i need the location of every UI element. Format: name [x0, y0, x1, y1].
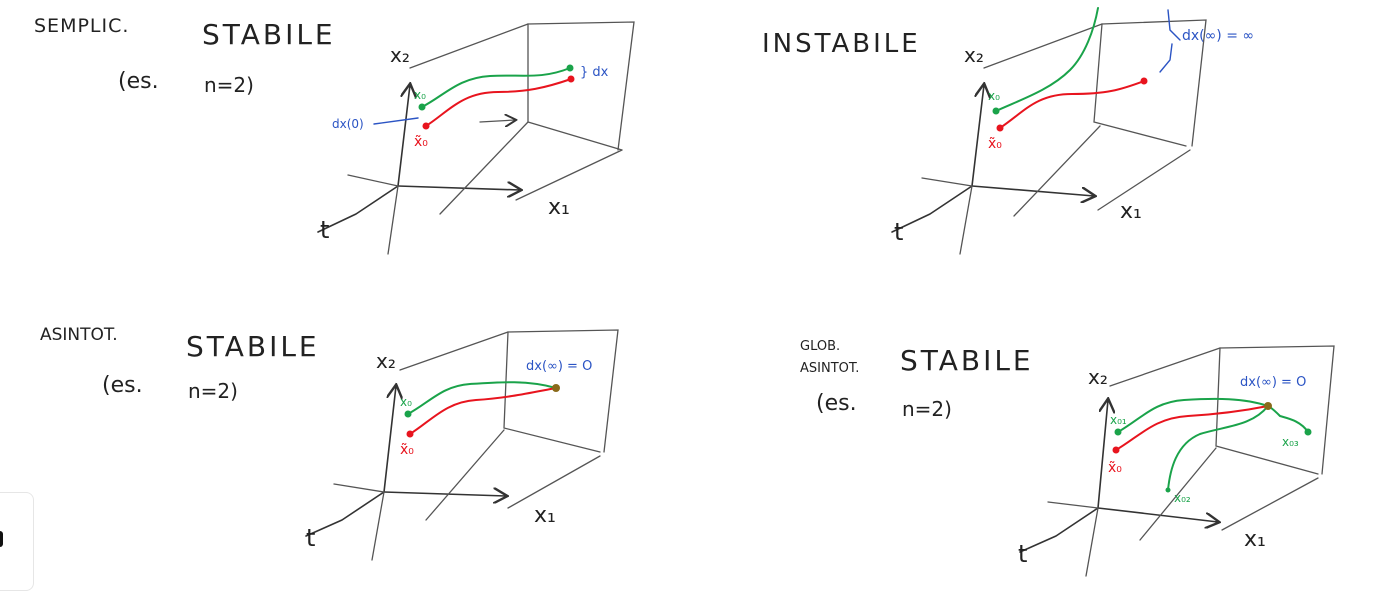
axis-x1-label: x₁: [1120, 199, 1142, 224]
panel-asintot-stabile: ASINTOT. STABILE (es. n=2) x₂ x₁ t x₀ x̃…: [40, 325, 619, 561]
axis-x1-label: x₁: [1244, 527, 1266, 552]
x0-green-label: x₀: [988, 89, 1000, 103]
x0-red-label: x̃₀: [988, 136, 1002, 152]
example-open: (es.: [102, 373, 143, 398]
axis-t-label: t: [306, 524, 315, 552]
dx0-label: dx(0): [332, 117, 364, 131]
dx-label: } dx: [580, 65, 609, 80]
red-trajectory: [1115, 405, 1269, 451]
panel-instabile: INSTABILE x₂ x₁ t x₀ x̃₀ dx(∞) = ∞: [762, 7, 1254, 255]
axes-3d: [1019, 345, 1335, 577]
example-open: (es.: [118, 69, 159, 94]
x0-red-label: x̃₀: [400, 442, 414, 458]
handle-grip-icon: [0, 531, 3, 547]
example-n: n=2): [188, 379, 238, 403]
x01-label: x₀₁: [1110, 413, 1127, 427]
axis-x2-label: x₂: [1088, 365, 1108, 389]
green-start-dot: [992, 107, 1000, 115]
red-end-dot: [1140, 77, 1148, 85]
x0-red-label: x̃₀: [1108, 460, 1122, 476]
dxinf-label: dx(∞) = O: [1240, 375, 1306, 390]
panel-title: STABILE: [900, 344, 1034, 377]
panel-title: STABILE: [202, 18, 336, 51]
red-start-dot: [422, 122, 430, 130]
axis-t-label: t: [1018, 540, 1027, 568]
x0-red-label: x̃₀: [414, 134, 428, 150]
panel-title: STABILE: [186, 330, 320, 363]
axes-3d: [317, 21, 635, 255]
dx0-pointer: [373, 117, 419, 125]
example-open: (es.: [816, 391, 857, 416]
dxinf-label: dx(∞) = O: [526, 359, 592, 374]
panel-glob-asintot-stabile: GLOB. ASINTOT. STABILE (es. n=2) x₂ x₁ t: [800, 339, 1335, 577]
panel-semplic-stabile: SEMPLIC. STABILE (es. n=2) x₂ x₁ t x₀ x̃…: [34, 15, 635, 255]
x03-start-dot: [1304, 428, 1312, 436]
axis-t-label: t: [320, 216, 329, 244]
red-trajectory: [409, 387, 557, 435]
side-panel-handle[interactable]: [0, 492, 34, 591]
x0-green-label: x₀: [400, 395, 412, 409]
red-start-dot: [1112, 446, 1120, 454]
axis-x2-label: x₂: [376, 349, 396, 373]
x0-green-label: x₀: [414, 88, 426, 102]
x01-start-dot: [1114, 428, 1122, 436]
panel-prefix-line1: GLOB.: [800, 339, 840, 354]
green-trajectory-x03: [1267, 405, 1309, 433]
green-start-dot: [418, 103, 426, 111]
green-end-dot: [566, 64, 574, 72]
axis-x2-label: x₂: [964, 43, 984, 67]
green-trajectory: [407, 381, 557, 415]
convergence-dot: [552, 384, 560, 392]
axis-x2-label: x₂: [390, 43, 410, 67]
axis-x1-label: x₁: [548, 195, 570, 220]
panel-prefix-line2: ASINTOT.: [800, 361, 859, 376]
red-trajectory: [999, 80, 1145, 129]
x03-label: x₀₃: [1282, 435, 1299, 449]
panel-prefix: ASINTOT.: [40, 325, 118, 345]
green-trajectory: [421, 67, 571, 108]
axes-3d: [305, 329, 619, 561]
red-trajectory: [425, 78, 572, 127]
convergence-dot: [1264, 402, 1272, 410]
green-start-dot: [404, 410, 412, 418]
dxinf-label: dx(∞) = ∞: [1182, 28, 1254, 44]
green-trajectory-diverging: [995, 7, 1099, 112]
axes-3d: [891, 19, 1207, 255]
example-n: n=2): [204, 73, 254, 97]
panel-prefix: SEMPLIC.: [34, 15, 129, 37]
axis-t-label: t: [894, 218, 903, 246]
panel-title: INSTABILE: [762, 29, 921, 59]
green-trajectory-x02: [1167, 405, 1269, 491]
x02-start-dot: [1165, 487, 1171, 493]
red-end-dot: [567, 75, 575, 83]
green-trajectory-x01: [1117, 397, 1269, 433]
x02-label: x₀₂: [1174, 491, 1191, 505]
red-start-dot: [406, 430, 414, 438]
axis-x1-label: x₁: [534, 503, 556, 528]
example-n: n=2): [902, 397, 952, 421]
dxinf-pointer: [1159, 9, 1181, 73]
red-start-dot: [996, 124, 1004, 132]
